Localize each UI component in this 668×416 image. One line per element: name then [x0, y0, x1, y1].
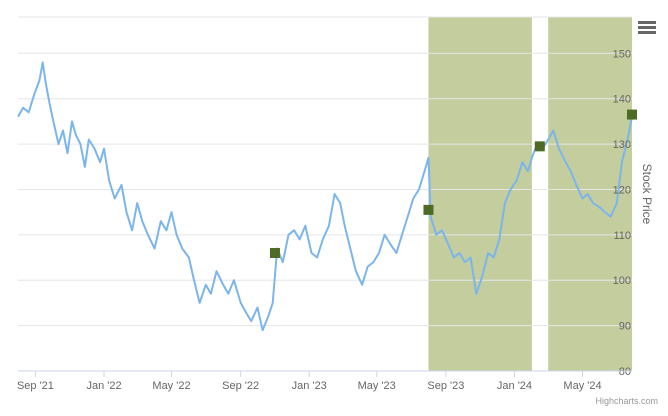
y-axis-title: Stock Price	[640, 164, 654, 225]
x-tick-label: May '24	[563, 380, 601, 392]
price-line	[17, 61, 633, 332]
event-marker	[627, 109, 637, 120]
y-axis-labels: 80 90 100 110 120 130 140 150	[613, 48, 631, 378]
price-series	[17, 61, 633, 332]
y-tick-label: 80	[619, 366, 631, 378]
highlight-band	[428, 17, 532, 371]
y-tick-label: 110	[613, 230, 631, 242]
event-marker	[269, 248, 280, 258]
x-axis-labels: Sep '21 Jan '22 May '22 Sep '22 Jan '23 May '…	[17, 371, 602, 392]
menu-bar-icon	[638, 21, 656, 24]
y-tick-label: 140	[613, 94, 631, 106]
x-tick-label: Sep '22	[222, 380, 259, 392]
x-tick-label: May '22	[152, 380, 190, 392]
menu-bar-icon	[638, 31, 656, 34]
menu-bar-icon	[638, 26, 656, 29]
highlight-bands	[428, 17, 632, 371]
credits-link[interactable]: Highcharts.com	[595, 396, 658, 406]
y-tick-label: 130	[613, 139, 631, 151]
x-tick-label: Jan '23	[292, 380, 327, 392]
y-tick-label: 120	[613, 184, 631, 196]
y-tick-label: 90	[619, 321, 631, 333]
y-gridlines	[18, 16, 632, 372]
chart-menu-button[interactable]	[636, 19, 658, 39]
event-marker	[534, 141, 545, 152]
x-tick-label: Sep '21	[17, 380, 54, 392]
x-tick-label: May '23	[358, 380, 396, 392]
x-tick-label: Jan '24	[497, 380, 532, 392]
x-tick-label: Jan '22	[86, 380, 121, 392]
y-tick-label: 150	[613, 48, 631, 60]
x-tick-label: Sep '23	[427, 380, 464, 392]
event-marker	[423, 204, 434, 215]
y-tick-label: 100	[613, 275, 631, 287]
event-markers	[269, 109, 637, 258]
